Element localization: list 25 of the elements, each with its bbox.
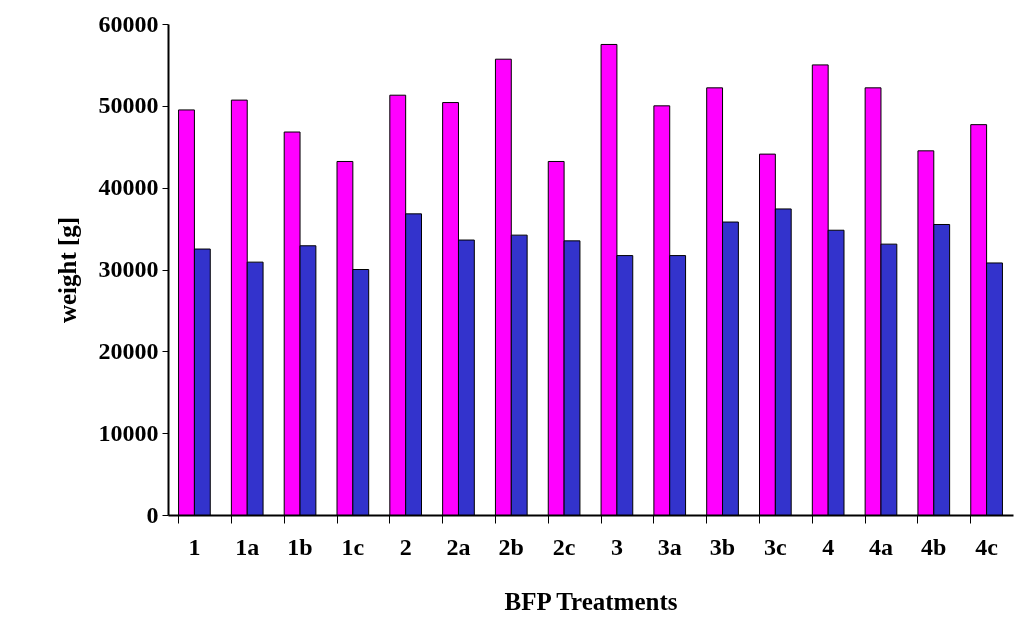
x-tick-label: 1c <box>341 533 365 560</box>
y-tick-label: 0 <box>146 501 159 528</box>
x-tick-label: 3 <box>610 533 623 560</box>
x-tick-label: 1b <box>287 533 313 560</box>
x-tick-label: 2a <box>446 533 471 560</box>
y-tick-label: 20000 <box>98 337 159 364</box>
x-tick-label: 3b <box>709 533 736 560</box>
y-tick-label: 40000 <box>98 174 159 201</box>
y-tick-label: 30000 <box>98 256 159 282</box>
x-tick-label: 4c <box>975 533 999 560</box>
y-axis-title: weight [g] <box>53 216 81 324</box>
x-tick-label: 3c <box>764 533 788 560</box>
x-tick-label: 1 <box>188 533 201 560</box>
x-axis-title: BFP Treatments <box>504 587 678 615</box>
y-tick-label: 50000 <box>98 92 159 119</box>
x-tick-label: 2b <box>498 533 524 560</box>
x-tick-label: 3a <box>657 533 682 560</box>
x-tick-label: 2c <box>552 533 576 560</box>
x-tick-label: 2 <box>399 533 412 560</box>
x-tick-label: 1a <box>235 533 260 560</box>
x-tick-label: 4b <box>921 533 947 560</box>
x-tick-label: 4a <box>868 533 893 560</box>
y-tick-label: 10000 <box>98 419 159 446</box>
y-tick-label: 60000 <box>98 10 159 37</box>
x-tick-label: 4 <box>822 533 835 560</box>
